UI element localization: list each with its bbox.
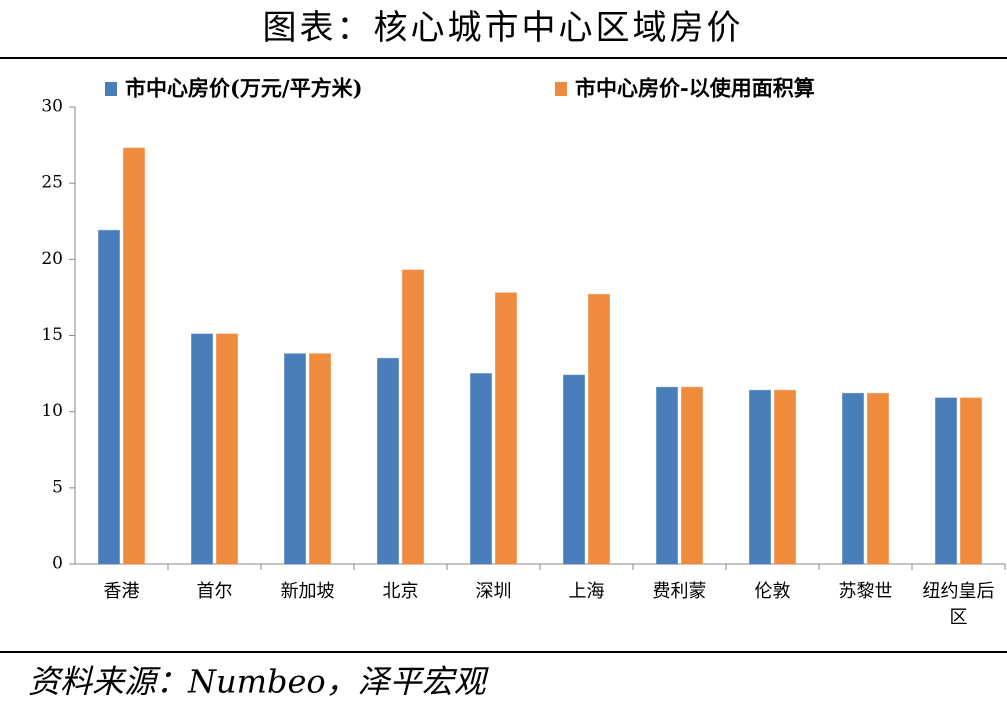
y-tick-label: 20 <box>41 249 63 269</box>
bar <box>656 386 678 565</box>
y-tick-label: 15 <box>41 325 63 345</box>
bar <box>588 293 610 565</box>
bar <box>495 292 517 565</box>
bar <box>402 269 424 565</box>
x-tick-label: 上海 <box>568 581 605 602</box>
legend-label: 市中心房价-以使用面积算 <box>575 76 815 101</box>
bar <box>774 389 796 565</box>
bar <box>842 392 864 565</box>
bar <box>749 389 771 565</box>
x-tick-label: 伦敦 <box>754 581 791 602</box>
bar <box>563 374 585 565</box>
y-tick-label: 25 <box>41 173 63 193</box>
x-tick-label: 首尔 <box>196 581 233 602</box>
bar <box>681 386 703 565</box>
x-tick-label: 香港 <box>103 581 140 602</box>
y-tick-label: 0 <box>52 554 63 574</box>
x-tick-label: 北京 <box>382 581 419 602</box>
bar <box>377 357 399 565</box>
y-tick-label: 5 <box>52 477 63 497</box>
bar <box>960 397 982 565</box>
x-tick-label: 新加坡 <box>280 581 335 602</box>
x-tick-label: 苏黎世 <box>838 581 893 602</box>
y-tick-label: 10 <box>41 401 63 421</box>
legend-swatch <box>105 82 117 96</box>
bar <box>284 353 306 565</box>
legend-label: 市中心房价(万元/平方米) <box>125 76 363 101</box>
source: 资料来源：Numbeo，泽平宏观 <box>28 663 490 701</box>
x-tick-label: 费利蒙 <box>652 581 707 602</box>
bar <box>470 373 492 565</box>
bar <box>98 229 120 565</box>
x-tick-label: 纽约皇后区 <box>922 581 995 628</box>
bar <box>309 353 331 565</box>
y-tick-label: 30 <box>41 97 63 117</box>
x-tick-label: 深圳 <box>475 581 512 602</box>
bar <box>867 392 889 565</box>
legend-swatch <box>555 82 567 96</box>
bar <box>191 333 213 565</box>
bar <box>216 333 238 565</box>
bar <box>123 147 145 565</box>
bar <box>935 397 957 565</box>
chart-title: 图表：核心城市中心区域房价 <box>263 8 744 48</box>
